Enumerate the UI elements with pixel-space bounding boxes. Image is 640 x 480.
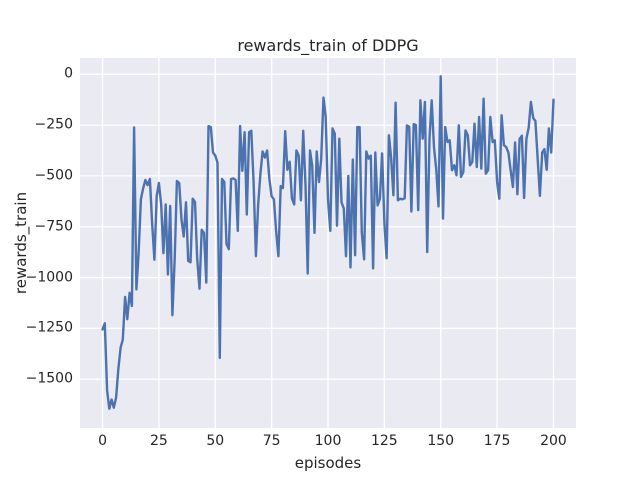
y-tick-label: 0 [64,65,73,82]
x-tick-label: 200 [540,433,567,449]
series-line-rewards_train [101,75,555,410]
y-tick-label: −250 [34,116,73,133]
chart-title: rewards_train of DDPG [237,36,419,55]
x-tick-label: 75 [262,433,281,449]
y-tick-label: −1250 [25,319,73,336]
y-tick-label: −1000 [25,269,73,286]
x-axis-label: episodes [294,454,362,472]
y-tick-label: −750 [34,218,73,235]
x-tick-label: 25 [149,433,168,449]
x-tick-label: 100 [314,433,342,449]
x-tick-label: 150 [427,433,455,449]
y-tick-label: −500 [34,167,73,184]
x-tick-label: 125 [370,433,398,449]
x-tick-label: 0 [98,433,107,449]
x-tick-label: 50 [206,433,225,449]
y-tick-label: −1500 [25,370,73,387]
x-tick-label: 175 [483,433,511,449]
